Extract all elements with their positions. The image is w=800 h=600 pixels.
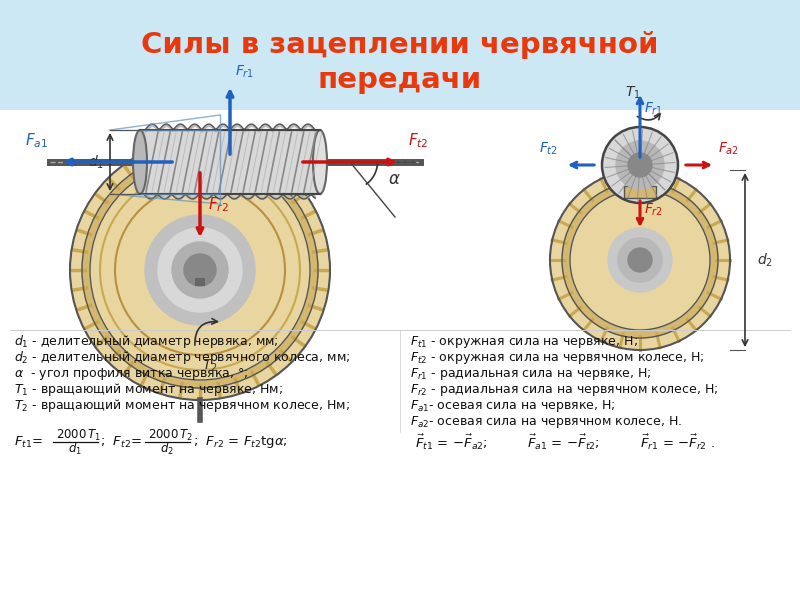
Text: $\vec{F}_{a1}$ = $-\vec{F}_{t2}$;: $\vec{F}_{a1}$ = $-\vec{F}_{t2}$;	[527, 432, 600, 452]
Ellipse shape	[313, 130, 327, 194]
Text: $d_2$: $d_2$	[757, 251, 773, 269]
Text: $\vec{F}_{r1}$ = $-\vec{F}_{r2}$ .: $\vec{F}_{r1}$ = $-\vec{F}_{r2}$ .	[640, 432, 715, 452]
Circle shape	[184, 254, 216, 286]
Text: ;  $F_{r2}$ = $F_{t2}$tg$\alpha$;: ; $F_{r2}$ = $F_{t2}$tg$\alpha$;	[193, 434, 288, 450]
Text: $T_2$: $T_2$	[202, 358, 218, 374]
Circle shape	[90, 160, 310, 380]
Text: ;  $F_{t2}$=: ; $F_{t2}$=	[100, 434, 142, 449]
Circle shape	[550, 170, 730, 350]
Text: $F_{t2}$: $F_{t2}$	[408, 131, 429, 150]
Text: $F_{t1}$ - окружная сила на червяке, Н;: $F_{t1}$ - окружная сила на червяке, Н;	[410, 334, 638, 350]
Circle shape	[562, 182, 718, 338]
Circle shape	[616, 141, 664, 189]
Circle shape	[628, 153, 652, 177]
Circle shape	[602, 127, 678, 203]
Text: $2000\,T_2$: $2000\,T_2$	[148, 427, 194, 443]
Bar	[618, 162, 662, 190]
Text: $\alpha$  - угол профиля витка червяка, °;: $\alpha$ - угол профиля витка червяка, °…	[14, 366, 248, 382]
Text: $F_{r2}$: $F_{r2}$	[208, 196, 229, 214]
Bar	[624, 186, 656, 198]
Text: $F_{t2}$ - окружная сила на червячном колесе, Н;: $F_{t2}$ - окружная сила на червячном ко…	[410, 350, 705, 366]
Circle shape	[145, 215, 255, 325]
Circle shape	[172, 242, 228, 298]
Text: $2000\,T_1$: $2000\,T_1$	[56, 427, 102, 443]
Circle shape	[618, 238, 662, 282]
Circle shape	[608, 228, 672, 292]
Text: $F_{r2}$ - радиальная сила на червячном колесе, Н;: $F_{r2}$ - радиальная сила на червячном …	[410, 382, 718, 398]
Circle shape	[82, 152, 318, 388]
Text: $F_{a2}$- осевая сила на червячном колесе, Н.: $F_{a2}$- осевая сила на червячном колес…	[410, 414, 682, 430]
Bar	[195, 278, 205, 286]
Circle shape	[158, 228, 242, 312]
Text: $T_1$ - вращающий момент на червяке, Нм;: $T_1$ - вращающий момент на червяке, Нм;	[14, 382, 283, 398]
Text: $d_1$: $d_1$	[88, 153, 104, 170]
Text: $F_{r2}$: $F_{r2}$	[644, 202, 663, 218]
Bar	[0, 0, 800, 110]
Text: $F_{a1}$: $F_{a1}$	[25, 131, 48, 150]
Text: $F_{r1}$: $F_{r1}$	[235, 64, 254, 80]
Text: $F_{r1}$: $F_{r1}$	[644, 101, 663, 117]
Bar	[0, 110, 800, 600]
Circle shape	[628, 248, 652, 272]
Text: передачи: передачи	[318, 66, 482, 94]
Text: Силы в зацеплении червячной: Силы в зацеплении червячной	[142, 31, 658, 59]
Text: $T_1$: $T_1$	[625, 85, 641, 101]
Ellipse shape	[133, 130, 147, 194]
Circle shape	[70, 140, 330, 400]
Text: $d_1$ - делительный диаметр червяка, мм;: $d_1$ - делительный диаметр червяка, мм;	[14, 334, 278, 350]
Text: $F_{t2}$: $F_{t2}$	[539, 140, 558, 157]
Text: $d_2$: $d_2$	[160, 441, 174, 457]
Bar	[140, 130, 320, 194]
Text: $F_{a1}$- осевая сила на червяке, Н;: $F_{a1}$- осевая сила на червяке, Н;	[410, 398, 615, 414]
Circle shape	[570, 190, 710, 330]
Text: $\alpha$: $\alpha$	[388, 170, 401, 188]
Text: $d_2$ - делительный диаметр червячного колеса, мм;: $d_2$ - делительный диаметр червячного к…	[14, 349, 350, 367]
Text: $F_{t1}$=: $F_{t1}$=	[14, 434, 43, 449]
Text: $F_{a2}$: $F_{a2}$	[718, 140, 739, 157]
Text: $d_1$: $d_1$	[68, 441, 82, 457]
Text: $F_{r1}$ - радиальная сила на червяке, Н;: $F_{r1}$ - радиальная сила на червяке, Н…	[410, 366, 651, 382]
Text: $\vec{F}_{t1}$ = $-\vec{F}_{a2}$;: $\vec{F}_{t1}$ = $-\vec{F}_{a2}$;	[415, 432, 488, 452]
Text: $T_2$ - вращающий момент на червячном колесе, Нм;: $T_2$ - вращающий момент на червячном ко…	[14, 397, 350, 415]
